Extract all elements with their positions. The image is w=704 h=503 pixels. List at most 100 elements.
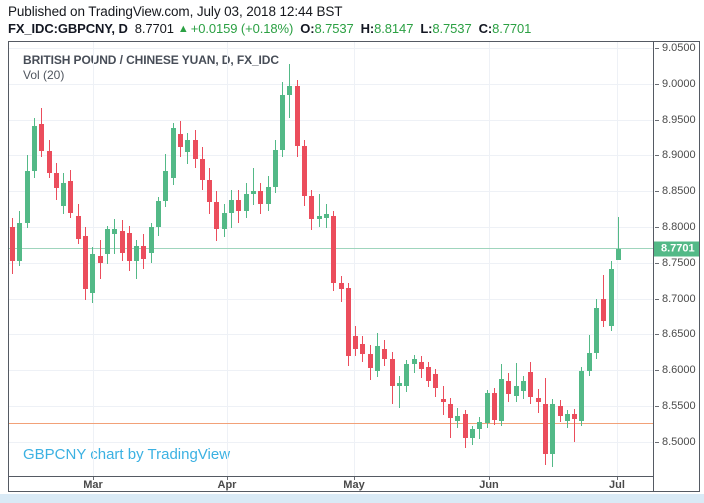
candle-down	[543, 404, 548, 455]
candle-wick	[253, 168, 254, 206]
grid-line-horizontal	[9, 370, 653, 371]
ticker-last-price: 8.7701	[134, 21, 174, 36]
time-tick-label: Mar	[83, 479, 103, 491]
up-arrow-icon: ▲	[177, 23, 189, 35]
candle-down	[193, 139, 198, 159]
candle-down	[353, 335, 358, 349]
candle-wick	[319, 194, 320, 227]
ticker-symbol[interactable]: FX_IDC:GBPCNY, D	[8, 21, 128, 36]
candle-up	[229, 199, 234, 213]
candle-wick	[399, 376, 400, 408]
price-tick-label: 8.9000	[662, 149, 696, 161]
low-label: L:	[420, 21, 433, 36]
price-axis-tick	[655, 406, 659, 407]
candle-up	[587, 353, 592, 371]
candle-down	[360, 343, 365, 354]
candle-down	[572, 414, 577, 419]
candle-down	[528, 372, 533, 398]
candle-down	[390, 358, 395, 386]
grid-line-vertical	[227, 42, 228, 476]
candle-down	[10, 227, 15, 261]
candle-down	[346, 287, 351, 356]
candle-down	[302, 146, 307, 197]
low-value: 8.7537	[432, 21, 472, 36]
candle-down	[127, 232, 132, 261]
candle-down	[601, 298, 606, 321]
candle-down	[47, 151, 52, 174]
close-label: C:	[478, 21, 493, 36]
grid-line-vertical	[489, 42, 490, 476]
plot-area[interactable]: BRITISH POUND / CHINESE YUAN, D, FX_IDC …	[9, 42, 653, 476]
price-axis-tick	[655, 155, 659, 156]
candle-wick	[618, 216, 619, 261]
candle-up	[455, 416, 460, 422]
price-tick-label: 8.8000	[662, 221, 696, 233]
candle-down	[120, 230, 125, 254]
time-axis-tick	[617, 477, 618, 480]
ticker-change: +0.0159 (+0.18%)	[190, 21, 294, 36]
price-tick-label: 9.0000	[662, 78, 696, 90]
price-axis-tick	[655, 263, 659, 264]
candle-up	[61, 182, 66, 206]
candle-up	[156, 201, 161, 228]
candle-up	[514, 386, 519, 396]
price-tick-label: 8.6500	[662, 328, 696, 340]
candle-down	[83, 235, 88, 289]
time-axis[interactable]: Mar Apr May Jun Jul	[9, 476, 653, 491]
time-axis-tick	[227, 477, 228, 480]
price-axis[interactable]: 8.7701 9.0500 9.0000 8.9500 8.9000 8.8500 8.8…	[653, 42, 699, 491]
price-axis-tick	[655, 191, 659, 192]
ohlc-close: C:8.7701	[479, 21, 532, 36]
candle-wick	[414, 354, 415, 374]
price-tick-label: 8.5500	[662, 400, 696, 412]
chart-title: BRITISH POUND / CHINESE YUAN, D, FX_IDC	[23, 53, 279, 67]
candle-down	[295, 86, 300, 147]
price-axis-tick	[655, 299, 659, 300]
candle-up	[32, 126, 37, 172]
bottom-strip	[0, 494, 704, 503]
time-tick-label: Jun	[479, 479, 499, 491]
last-price-badge: 8.7701	[654, 241, 699, 256]
close-value: 8.7701	[492, 21, 532, 36]
price-axis-tick	[655, 120, 659, 121]
candle-up	[112, 228, 117, 235]
candle-down	[506, 381, 511, 394]
candle-wick	[516, 363, 517, 403]
grid-line-horizontal	[9, 48, 653, 49]
candle-up	[90, 254, 95, 293]
time-axis-tick	[354, 477, 355, 480]
candle-down	[426, 367, 431, 381]
candle-down	[492, 393, 497, 421]
time-tick-label: Apr	[217, 479, 237, 491]
candle-down	[98, 255, 103, 263]
high-label: H:	[360, 21, 375, 36]
ohlc-low: L:8.7537	[420, 21, 478, 36]
chart-frame: BRITISH POUND / CHINESE YUAN, D, FX_IDC …	[8, 41, 700, 492]
price-tick-label: 8.6000	[662, 364, 696, 376]
time-tick-label: May	[343, 479, 365, 491]
candle-up	[521, 381, 526, 391]
ohlc-open: O:8.7537	[300, 21, 360, 36]
candle-up	[609, 268, 614, 326]
candle-up	[222, 212, 227, 230]
grid-line-horizontal	[9, 442, 653, 443]
candle-down	[141, 245, 146, 260]
candle-up	[171, 128, 176, 179]
candle-up	[17, 222, 22, 261]
candle-down	[178, 134, 183, 147]
open-label: O:	[300, 21, 315, 36]
indicator-label: Vol (20)	[23, 68, 65, 82]
ohlc-high: H:8.8147	[361, 21, 421, 36]
grid-line-vertical	[354, 42, 355, 476]
candle-down	[76, 216, 81, 240]
candle-down	[200, 159, 205, 180]
tradingview-link[interactable]: GBPCNY chart by TradingView	[23, 446, 231, 463]
candle-down	[448, 404, 453, 418]
candle-wick	[574, 409, 575, 442]
candle-down	[214, 202, 219, 230]
candle-up	[550, 404, 555, 455]
price-tick-label: 8.7500	[662, 257, 696, 269]
candle-down	[558, 406, 563, 417]
grid-line-horizontal	[9, 155, 653, 156]
